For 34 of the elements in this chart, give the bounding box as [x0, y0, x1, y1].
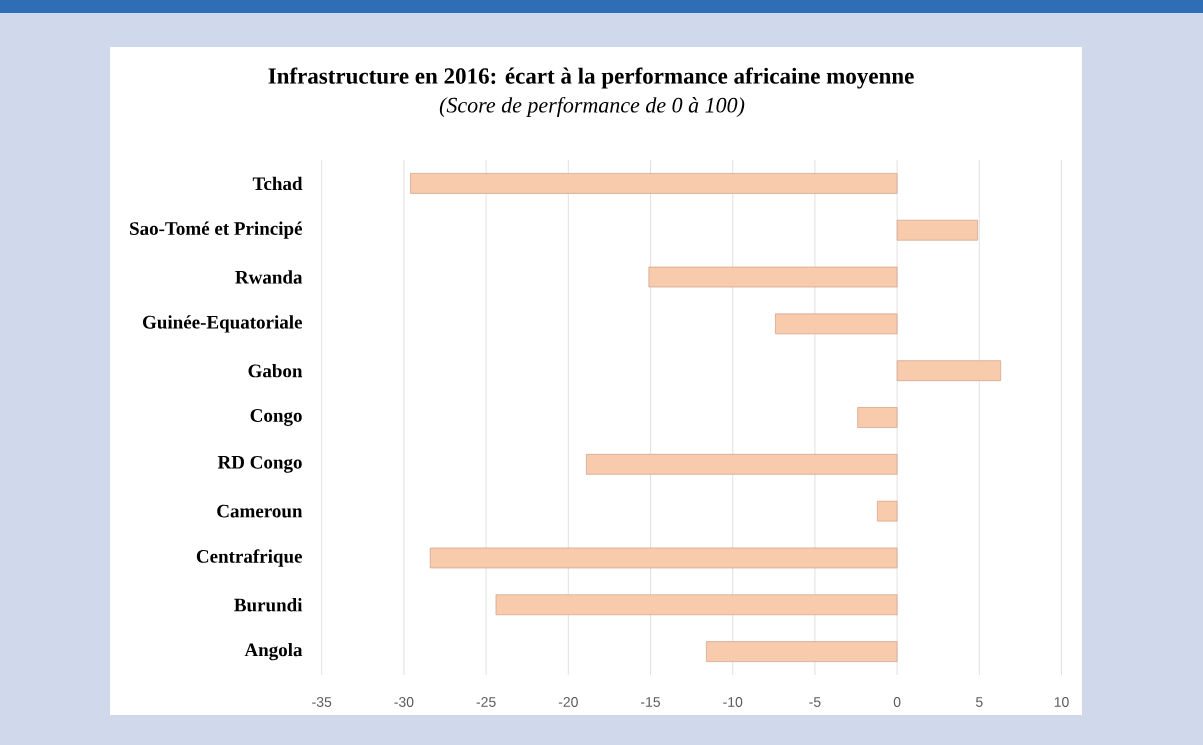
- x-tick-label: 10: [1054, 697, 1069, 707]
- y-tick-label: Cameroun: [217, 504, 303, 518]
- y-tick-label: RD Congo: [217, 455, 302, 473]
- y-tick-label: Gabon: [248, 364, 303, 378]
- x-tick-label: 0: [893, 697, 901, 707]
- x-tick-label: -10: [723, 697, 743, 707]
- x-tick-label: -25: [476, 697, 496, 707]
- bar: [429, 547, 898, 569]
- y-tick-label: Rwanda: [235, 270, 303, 284]
- bar: [410, 173, 898, 194]
- bar: [495, 594, 898, 616]
- x-tick-label: -30: [394, 697, 414, 707]
- y-tick-label: Centrafrique: [196, 549, 303, 567]
- y-tick-label: Angola: [244, 642, 303, 661]
- bar: [877, 500, 898, 522]
- bar: [775, 313, 898, 335]
- y-tick-label: Congo: [250, 409, 302, 426]
- y-tick-label: Guinée-Equatoriale: [142, 315, 303, 333]
- chart-subtitle: (Score de performance de 0 à 100): [439, 96, 745, 118]
- x-tick-label: -15: [641, 697, 661, 707]
- x-tick-label: -5: [809, 697, 821, 707]
- bar: [706, 641, 898, 662]
- chart-title: Infrastructure en 2016: écart à la performance africaine moyenne: [268, 67, 914, 89]
- bar: [648, 266, 898, 288]
- y-tick-label: Tchad: [252, 176, 303, 191]
- bar: [857, 407, 898, 428]
- x-tick-label: 5: [975, 697, 983, 707]
- y-tick-label: Sao-Tomé et Principé: [130, 221, 303, 239]
- x-tick-label: -35: [312, 697, 332, 707]
- bar: [896, 360, 1001, 381]
- y-tick-label: Burundi: [234, 598, 303, 612]
- bar: [586, 454, 898, 475]
- x-tick-label: -20: [558, 697, 578, 707]
- bar: [896, 219, 978, 241]
